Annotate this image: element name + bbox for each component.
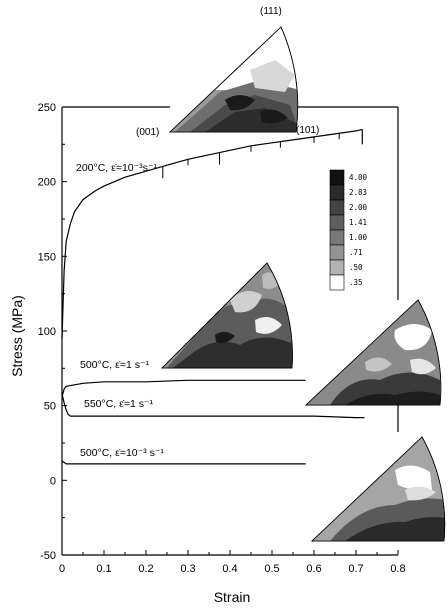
annotation-500c-slow: 500°C, ε̇=10⁻³ s⁻¹: [80, 447, 164, 459]
legend-label: 4.00: [349, 173, 368, 182]
y-tick-label: -50: [40, 550, 56, 562]
annotation-500c-fast: 500°C, ε̇=1 s⁻¹: [80, 359, 149, 371]
x-tick-label: 0.7: [348, 563, 363, 575]
y-tick-label: 0: [50, 475, 56, 487]
contour-legend: 4.00 2.83 2.00 1.41 1.00 .71 .50 .35: [329, 169, 368, 291]
stress-strain-curves: [61, 128, 365, 465]
inverse-pole-figure-3: [304, 299, 442, 406]
legend-label: 2.00: [349, 203, 368, 212]
legend-swatch: [329, 229, 345, 246]
inverse-pole-figure-4: [310, 436, 446, 542]
curve-500c-slow: [61, 460, 306, 465]
legend-swatch: [329, 274, 345, 291]
x-axis-title: Strain: [214, 589, 251, 605]
legend-label: .71: [349, 248, 363, 257]
y-tick-label: 200: [38, 177, 56, 189]
y-tick-label: 100: [38, 326, 56, 338]
inverse-pole-figure-main: [168, 26, 299, 133]
y-tick-label: 50: [44, 401, 56, 413]
legend-label: .50: [349, 263, 363, 272]
curve-500c-fast: [61, 379, 306, 397]
legend-label: 1.41: [349, 218, 367, 227]
x-tick-label: 0.2: [138, 563, 153, 575]
curve-annotations: 200°C, ε̇=10⁻³s⁻¹ 500°C, ε̇=1 s⁻¹ 550°C,…: [76, 162, 164, 459]
legend-swatch: [329, 259, 345, 276]
x-tick-label: 0.8: [390, 563, 405, 575]
legend-swatch: [329, 214, 345, 231]
annotation-550c: 550°C, ε̇=1 s⁻¹: [84, 398, 153, 410]
x-tick-label: 0.4: [222, 563, 237, 575]
x-tick-label: 0.1: [96, 563, 111, 575]
legend-swatch: [329, 199, 345, 216]
x-tick-label: 0.6: [306, 563, 321, 575]
legend-label: 2.83: [349, 188, 367, 197]
x-tick-label: 0.3: [180, 563, 195, 575]
x-tick-label: 0: [59, 563, 65, 575]
pole-label-111: (111): [260, 6, 282, 17]
curve-550c: [61, 393, 365, 419]
pole-label-101: (101): [296, 125, 319, 136]
pole-label-001: (001): [136, 127, 159, 138]
plot-axes: 0 0.1 0.2 0.3 0.4 0.5 0.6 0.7 0.8-50050100150200…: [38, 102, 406, 575]
x-tick-label: 0.5: [264, 563, 279, 575]
y-tick-label: 150: [38, 251, 56, 263]
y-axis-title: Stress (MPa): [9, 295, 25, 377]
inverse-pole-figure-2: [161, 262, 293, 369]
annotation-200c: 200°C, ε̇=10⁻³s⁻¹: [76, 162, 157, 174]
legend-label: .35: [349, 278, 363, 287]
curve-200c: [61, 128, 363, 339]
legend-swatch: [329, 184, 345, 201]
legend-label: 1.00: [349, 233, 368, 242]
legend-swatch: [329, 169, 345, 186]
legend-swatch: [329, 244, 345, 261]
y-tick-label: 250: [38, 102, 56, 114]
